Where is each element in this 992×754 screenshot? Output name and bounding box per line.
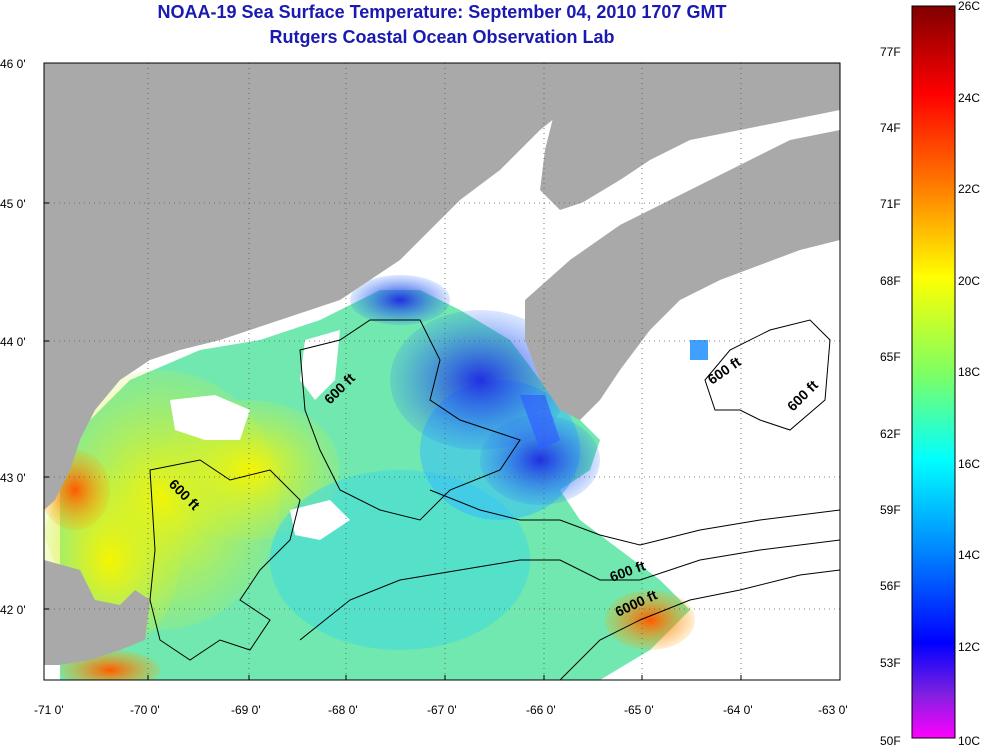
lon-label: -66 0'	[526, 703, 556, 717]
fahrenheit-label: 74F	[880, 121, 901, 135]
land-cape-cod	[44, 560, 150, 665]
sst-patch	[690, 340, 708, 360]
lat-label: 43 0'	[0, 471, 26, 485]
fahrenheit-label: 77F	[880, 45, 901, 59]
lon-label: -69 0'	[231, 703, 261, 717]
cloud-mask	[170, 395, 250, 440]
lat-label: 46 0'	[0, 57, 26, 71]
axis-ticks	[44, 62, 742, 680]
fahrenheit-label: 65F	[880, 350, 901, 364]
fahrenheit-label: 59F	[880, 503, 901, 517]
fahrenheit-label: 68F	[880, 274, 901, 288]
plot-frame	[43, 62, 841, 681]
lat-label: 44 0'	[0, 335, 26, 349]
sst-cold-region	[350, 275, 450, 325]
celsius-label: 14C	[958, 548, 980, 562]
celsius-label: 22C	[958, 182, 980, 196]
fahrenheit-label: 53F	[880, 656, 901, 670]
sst-cold-region	[480, 415, 600, 505]
land-mainland	[44, 63, 590, 510]
celsius-label: 16C	[958, 457, 980, 471]
celsius-label: 24C	[958, 91, 980, 105]
lon-label: -64 0'	[723, 703, 753, 717]
lon-label: -67 0'	[427, 703, 457, 717]
land-new-brunswick	[540, 63, 840, 210]
celsius-label: 18C	[958, 365, 980, 379]
depth-contours	[149, 319, 840, 680]
fahrenheit-label: 62F	[880, 427, 901, 441]
lon-label: -68 0'	[328, 703, 358, 717]
map-subtitle: Rutgers Coastal Ocean Observation Lab	[269, 27, 615, 47]
colorbar-fahrenheit-labels: 77F 74F 71F 68F 65F 62F 59F 56F 53F 50F	[880, 45, 901, 748]
colorbar	[911, 5, 956, 739]
colorbar-celsius-labels: 26C 24C 22C 20C 18C 16C 14C 12C 10C	[958, 0, 980, 748]
lon-label: -71 0'	[34, 703, 64, 717]
cloud-mask	[290, 500, 350, 540]
lon-label: -63 0'	[818, 703, 848, 717]
bay-of-fundy	[460, 150, 700, 300]
map-title: NOAA-19 Sea Surface Temperature: Septemb…	[157, 2, 727, 22]
lon-label: -65 0'	[624, 703, 654, 717]
sst-cold-region	[520, 395, 560, 450]
land-nova-scotia	[525, 130, 840, 420]
celsius-label: 12C	[958, 640, 980, 654]
celsius-label: 10C	[958, 734, 980, 748]
fahrenheit-label: 71F	[880, 197, 901, 211]
sst-hot-region	[605, 590, 695, 650]
lat-label: 45 0'	[0, 197, 26, 211]
lon-label: -70 0'	[130, 703, 160, 717]
lat-label: 42 0'	[0, 603, 26, 617]
fahrenheit-label: 56F	[880, 579, 901, 593]
celsius-label: 26C	[958, 0, 980, 13]
fahrenheit-label: 50F	[880, 734, 901, 748]
celsius-label: 20C	[958, 274, 980, 288]
sst-cold-region	[390, 310, 570, 450]
